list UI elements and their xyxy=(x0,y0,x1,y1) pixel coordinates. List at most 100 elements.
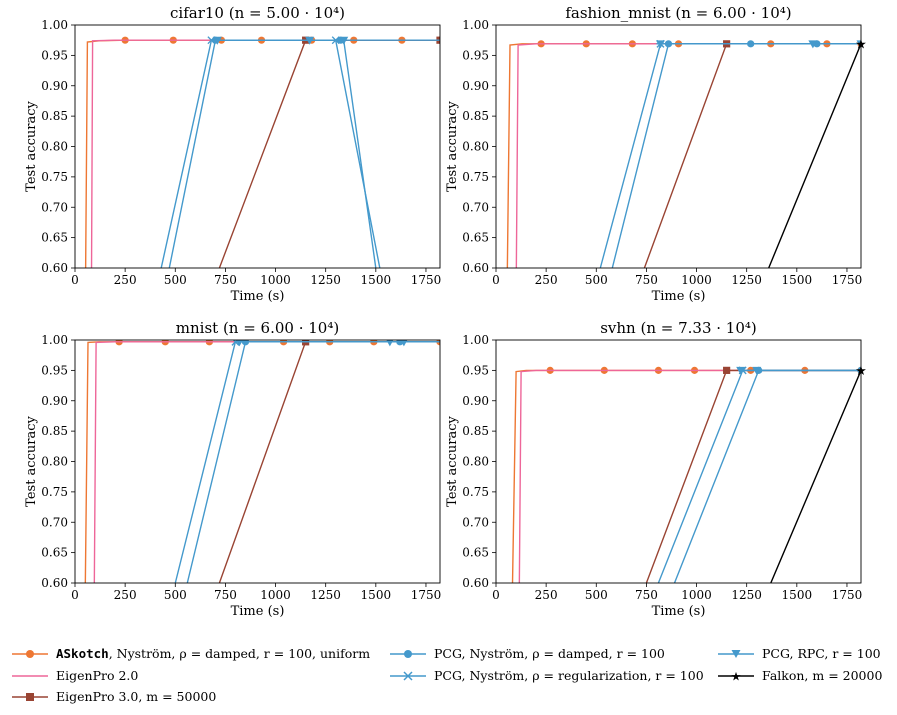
y-tick-label: 0.65 xyxy=(41,546,68,560)
y-tick-label: 0.75 xyxy=(462,170,489,184)
svg-text:★: ★ xyxy=(731,670,742,682)
y-tick-label: 1.00 xyxy=(462,333,489,347)
legend-label-askotch: , Nyström, ρ = damped, r = 100, uniform xyxy=(108,646,371,661)
x-tick-label: 0 xyxy=(71,588,79,602)
x-tick-label: 1500 xyxy=(361,588,392,602)
series-line-pcg_damped xyxy=(611,43,861,268)
legend-swatch-eigenpro2 xyxy=(12,674,48,677)
x-tick-label: 0 xyxy=(492,273,500,287)
x-tick-label: 1750 xyxy=(411,588,442,602)
x-tick-label: 750 xyxy=(214,273,237,287)
marker-pcg_rpc xyxy=(736,366,746,375)
legend-entry-pcg-damped: PCG, Nyström, ρ = damped, r = 100 xyxy=(390,646,665,661)
series-line-pcg_reg xyxy=(174,341,440,583)
x-tick-label: 1500 xyxy=(361,273,392,287)
y-tick-label: 0.90 xyxy=(41,79,68,93)
x-tick-label: 0 xyxy=(492,588,500,602)
x-tick-label: 0 xyxy=(71,273,79,287)
x-tick-label: 250 xyxy=(535,588,558,602)
x-tick-label: 750 xyxy=(635,273,658,287)
y-tick-label: 0.95 xyxy=(41,363,68,377)
series-line-eigenpro3 xyxy=(643,43,861,268)
marker-pcg_rpc xyxy=(386,340,394,347)
y-tick-label: 1.00 xyxy=(462,18,489,32)
y-tick-label: 0.65 xyxy=(41,231,68,245)
y-tick-label: 0.70 xyxy=(41,200,68,214)
legend-entry-eigenpro2: EigenPro 2.0 xyxy=(12,668,138,683)
y-tick-label: 0.75 xyxy=(462,485,489,499)
legend-swatch-pcg-rpc xyxy=(718,649,754,658)
chart-title: mnist (n = 6.00 · 10⁴) xyxy=(176,319,339,337)
y-tick-label: 0.85 xyxy=(41,424,68,438)
x-tick-label: 500 xyxy=(585,588,608,602)
plot-frame xyxy=(74,339,441,584)
x-tick-label: 1500 xyxy=(782,588,813,602)
y-tick-label: 0.60 xyxy=(462,576,489,590)
x-tick-label: 1500 xyxy=(782,273,813,287)
marker-pcg_rpc xyxy=(235,340,244,347)
y-axis-label: Test accuracy xyxy=(24,416,39,507)
legend-label-pcg-rpc: PCG, RPC, r = 100 xyxy=(762,646,881,661)
y-tick-label: 0.60 xyxy=(41,576,68,590)
figure-canvas: cifar10 (n = 5.00 · 10⁴) 0 250 500 750 1000 12… xyxy=(24,4,867,619)
legend-method-askotch: ASkotch xyxy=(56,646,109,661)
marker-pcg_rpc xyxy=(752,366,762,375)
y-tick-label: 0.85 xyxy=(462,109,489,123)
legend-entry-eigenpro3: EigenPro 3.0, m = 50000 xyxy=(12,689,216,704)
legend-swatch-pcg-reg xyxy=(390,670,426,681)
y-tick-label: 1.00 xyxy=(41,18,68,32)
legend-label-eigenpro3: EigenPro 3.0, m = 50000 xyxy=(56,689,217,704)
series-line-pcg_reg xyxy=(657,369,861,583)
x-tick-label: 250 xyxy=(114,588,137,602)
series-group xyxy=(84,340,440,583)
x-tick-label: 1750 xyxy=(411,273,442,287)
legend-label-eigenpro2: EigenPro 2.0 xyxy=(56,668,139,683)
legend-label-falkon: Falkon, m = 20000 xyxy=(762,668,883,683)
y-tick-label: 0.60 xyxy=(41,261,68,275)
y-tick-label: 0.65 xyxy=(462,546,489,560)
legend-entry-pcg-rpc: PCG, RPC, r = 100 xyxy=(718,646,881,661)
x-tick-label: 500 xyxy=(585,273,608,287)
series-line-eigenpro3 xyxy=(218,341,440,583)
x-tick-label: 1750 xyxy=(832,588,863,602)
x-tick-label: 1250 xyxy=(310,273,341,287)
legend-entry-pcg-reg: PCG, Nyström, ρ = regularization, r = 10… xyxy=(390,668,704,683)
series-line-pcg_damped xyxy=(168,39,440,268)
chart-title: cifar10 (n = 5.00 · 10⁴) xyxy=(170,4,345,22)
legend-swatch-eigenpro3 xyxy=(12,692,48,701)
marker-eigenpro3 xyxy=(302,340,310,346)
chart-title: fashion_mnist (n = 6.00 · 10⁴) xyxy=(565,4,791,22)
x-axis-label: Time (s) xyxy=(231,289,285,304)
legend-swatch-askotch xyxy=(12,649,48,658)
y-tick-label: 0.95 xyxy=(462,48,489,62)
series-line-pcg_damped xyxy=(186,341,440,583)
y-tick-label: 0.70 xyxy=(462,200,489,214)
x-tick-label: 1000 xyxy=(681,588,712,602)
x-tick-label: 500 xyxy=(164,273,187,287)
series-line-eigenpro2 xyxy=(90,39,440,268)
series-line-pcg_reg xyxy=(599,43,861,268)
marker-pcg_rpc xyxy=(212,36,222,45)
x-axis-label: Time (s) xyxy=(231,604,285,619)
series-line-pcg_rpc xyxy=(217,39,377,268)
y-axis-label: Test accuracy xyxy=(24,101,39,192)
y-tick-label: 0.80 xyxy=(462,455,489,469)
marker-pcg_rpc xyxy=(400,340,408,347)
series-line-pcg_reg xyxy=(160,39,381,268)
x-tick-label: 1250 xyxy=(731,273,762,287)
series-line-eigenpro2 xyxy=(518,369,861,583)
x-tick-label: 750 xyxy=(635,588,658,602)
x-tick-label: 1750 xyxy=(832,273,863,287)
series-line-askotch xyxy=(84,39,440,268)
y-tick-label: 0.95 xyxy=(462,363,489,377)
y-tick-label: 0.85 xyxy=(462,424,489,438)
y-tick-label: 0.70 xyxy=(462,515,489,529)
series-line-askotch xyxy=(511,369,861,583)
chart-panel-mnist: mnist (n = 6.00 · 10⁴) 0 250 500 750 1000 1250… xyxy=(24,319,442,619)
series-line-pcg_damped xyxy=(673,369,861,583)
y-tick-label: 0.90 xyxy=(462,79,489,93)
y-tick-label: 0.80 xyxy=(41,455,68,469)
series-line-askotch xyxy=(84,341,440,583)
marker-eigenpro3 xyxy=(723,366,731,374)
y-tick-label: 0.75 xyxy=(41,170,68,184)
